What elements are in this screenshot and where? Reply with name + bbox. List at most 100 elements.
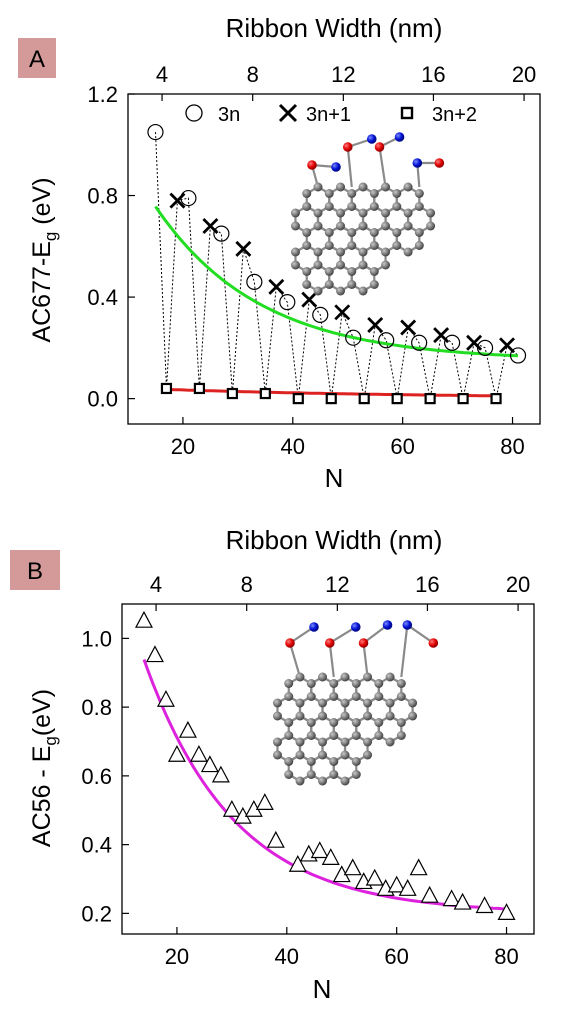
legend-3n-label: 3n [218,104,240,126]
edge-bond [362,624,389,678]
carbon-atom [313,260,323,270]
carbon-atom [358,221,368,231]
point-triangle [200,755,219,773]
point-triangle [365,868,384,886]
svg-text:AC677-Eg (eV): AC677-Eg (eV) [28,177,60,342]
point-triangle [453,892,472,910]
carbon-atom [295,711,305,721]
panel-a-label: A [29,46,45,73]
point-3n2 [391,393,403,405]
carbon-atom [290,208,300,218]
carbon-atom [329,731,339,740]
carbon-atom [313,286,323,296]
point-3n2 [292,393,304,405]
carbon-atom [313,182,323,192]
point-3n1 [202,218,219,234]
carbon-atom [306,692,316,701]
panel-b-markers [134,610,516,920]
carbon-atom [306,770,316,779]
carbon-atom [347,280,357,289]
point-3n [345,329,362,346]
panel-a-ylabel-sub: g [41,232,60,241]
point-triangle [310,841,329,859]
carbon-atom [369,189,379,198]
panel-b-top-ticks: 4 8 12 16 20 [150,572,530,611]
point-3n2 [226,387,238,400]
carbon-atom [363,737,373,747]
carbon-atom [302,267,312,276]
point-3n1 [466,334,483,351]
y-tick-label: 0.4 [87,285,118,310]
x-tick-label: 60 [390,434,414,459]
point-3n [509,347,527,364]
point-3n [411,334,428,351]
carbon-atom [295,737,305,747]
nitrogen-atom [366,134,377,144]
panel-b-top-axis-title: Ribbon Width (nm) [226,525,443,555]
top-tick-label: 4 [150,572,162,597]
carbon-atom [374,692,384,701]
point-3n2 [358,393,370,405]
oxygen-atom [358,638,369,648]
panel-a-y-axis-title: AC677-Eg (eV) [28,177,60,342]
point-3n1 [334,304,351,321]
point-triangle [387,875,406,893]
panel-a: A Ribbon Width (nm) 4 8 12 16 20 20 40 60 80 0.0… [18,13,541,493]
carbon-atom [272,737,282,747]
panel-a-axis-ticks: 20 40 60 80 0.0 0.4 0.8 1.2 [87,82,524,459]
top-tick-label: 12 [325,572,349,597]
carbon-atom [324,280,334,289]
carbon-atom [351,757,361,766]
carbon-atom [272,750,282,760]
top-tick-label: 20 [512,62,536,87]
panel-a-top-ticks: 4 8 12 16 20 [156,62,536,101]
panel-a-x-axis-title: N [325,463,344,493]
point-triangle [167,744,186,762]
carbon-atom [351,718,361,727]
carbon-atom [363,750,373,760]
y-tick-label: 0.8 [81,695,112,720]
panel-a-molecule-inset [290,132,445,296]
point-triangle [145,645,164,663]
carbon-atom [358,260,368,270]
carbon-atom [329,692,339,701]
point-triangle [343,858,362,876]
carbon-atom [381,247,391,257]
top-tick-label: 4 [156,62,168,87]
y-tick-label: 0.4 [81,833,112,858]
carbon-atom [318,711,328,721]
carbon-atom [340,776,350,786]
carbon-atom [284,718,294,727]
panel-a-label-box [18,38,56,78]
carbon-atom [324,241,334,250]
carbon-atom [426,221,436,231]
carbon-atom [318,672,328,682]
point-triangle [288,854,307,872]
carbon-atom [306,757,316,766]
carbon-atom [392,202,402,211]
carbon-atom [385,711,395,721]
point-triangle [178,720,197,738]
panel-a-ylabel-tail: (eV) [28,177,56,231]
legend-3n1-label: 3n+1 [306,104,351,126]
point-triangle [497,903,516,920]
carbon-atom [336,182,346,192]
carbon-atom [340,672,350,682]
nitrogen-atom [331,162,341,172]
point-3n1 [367,317,384,333]
svg-text:AC56 - Eg(eV): AC56 - Eg(eV) [28,689,60,847]
carbon-atom [347,267,357,276]
panel-b-ylabel-tail: (eV) [28,689,56,736]
carbon-atom [363,711,373,721]
panel-b-molecule-inset [272,620,439,786]
carbon-atom [302,280,312,289]
carbon-atom [392,228,402,237]
point-triangle [321,848,340,865]
panel-b-label-box [10,550,60,590]
carbon-atom [290,221,300,231]
point-3n [213,225,230,242]
carbon-atom [358,247,368,257]
point-3n1 [499,337,516,354]
carbon-atom [351,770,361,779]
point-3n [444,334,461,351]
